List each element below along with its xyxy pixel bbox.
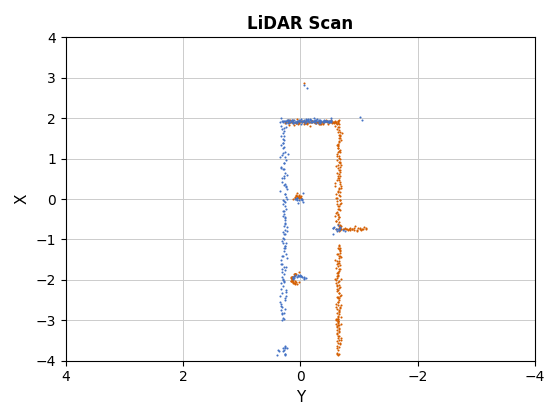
Title: LiDAR Scan: LiDAR Scan (247, 15, 353, 33)
X-axis label: Y: Y (296, 390, 305, 405)
Y-axis label: X: X (15, 194, 30, 204)
